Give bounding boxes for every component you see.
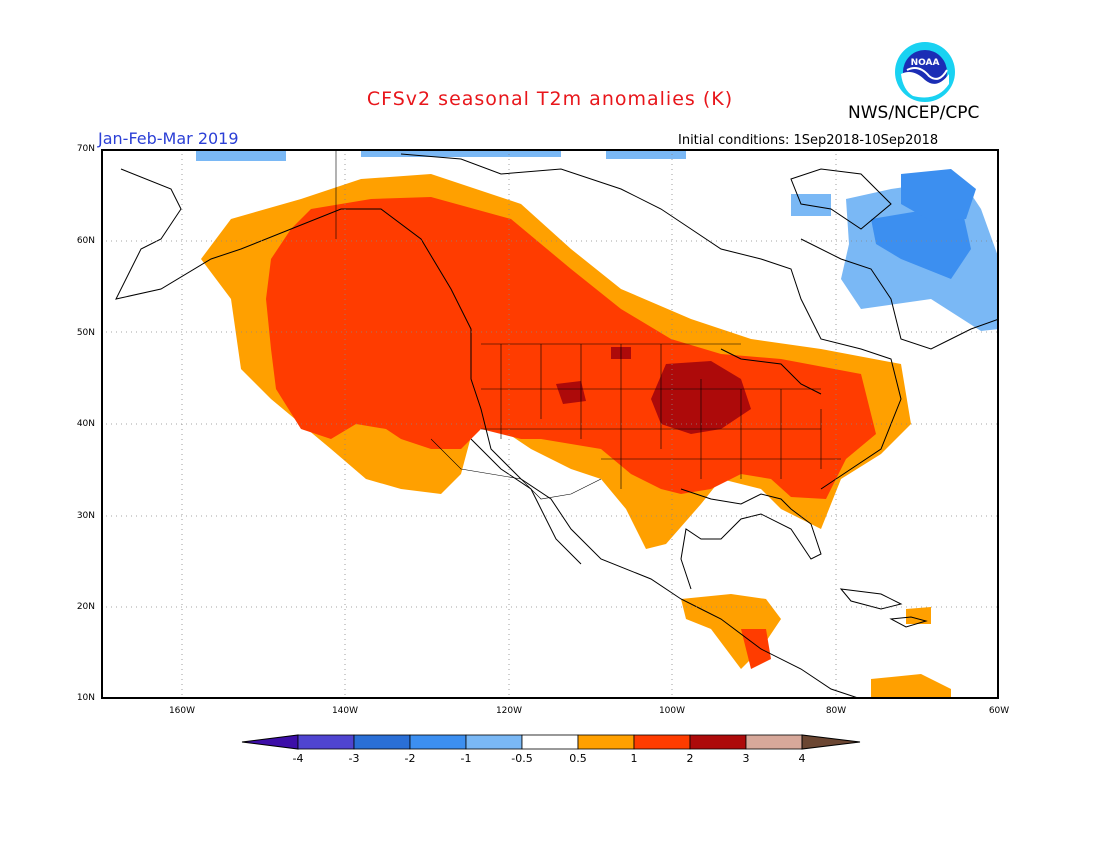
colorbar-label: 2 bbox=[686, 752, 694, 765]
lat-label: 40N bbox=[76, 419, 95, 429]
cold-anomaly-north bbox=[901, 169, 976, 221]
map-frame bbox=[101, 149, 999, 699]
state-borders bbox=[335, 149, 841, 500]
map-title: CFSv2 seasonal T2m anomalies (K) bbox=[366, 88, 734, 110]
lon-label: 120W bbox=[495, 706, 523, 716]
lat-label: 70N bbox=[76, 144, 95, 154]
colorbar-segment bbox=[633, 734, 691, 750]
cold-anomaly-strip bbox=[361, 149, 561, 157]
lat-label: 30N bbox=[76, 511, 95, 521]
lon-label: 80W bbox=[825, 706, 847, 716]
colorbar-segment bbox=[353, 734, 411, 750]
colorbar-segment bbox=[801, 734, 861, 750]
strong-warm-anomaly bbox=[556, 381, 586, 404]
colorbar-label: -4 bbox=[292, 752, 304, 765]
colorbar-segment bbox=[745, 734, 803, 750]
cold-anomaly-core bbox=[871, 204, 971, 279]
lon-label: 160W bbox=[168, 706, 196, 716]
colorbar-label: 4 bbox=[798, 752, 806, 765]
coastlines bbox=[115, 153, 999, 699]
lat-label: 10N bbox=[76, 693, 95, 703]
cold-anomaly-patch bbox=[791, 194, 831, 216]
cold-anomaly-strip bbox=[196, 149, 286, 161]
warm-anomaly-patch bbox=[871, 674, 951, 699]
colorbar-label: -1 bbox=[460, 752, 472, 765]
lon-label: 100W bbox=[658, 706, 686, 716]
graticule bbox=[101, 149, 999, 699]
lat-label: 20N bbox=[76, 602, 95, 612]
colorbar-label: -3 bbox=[348, 752, 360, 765]
colorbar bbox=[241, 734, 861, 750]
forecast-period: Jan-Feb-Mar 2019 bbox=[98, 129, 239, 148]
colorbar-label: -0.5 bbox=[511, 752, 533, 765]
colorbar-segment bbox=[241, 734, 299, 750]
warm-anomaly-patch bbox=[741, 629, 771, 669]
initial-conditions: Initial conditions: 1Sep2018-10Sep2018 bbox=[678, 133, 939, 148]
lon-label: 140W bbox=[331, 706, 359, 716]
colorbar-label: -2 bbox=[404, 752, 416, 765]
colorbar-segment bbox=[521, 734, 579, 750]
noaa-logo: NOAA bbox=[895, 42, 955, 102]
warm-anomaly-patch bbox=[906, 607, 931, 624]
lat-label: 50N bbox=[76, 328, 95, 338]
colorbar-segment bbox=[465, 734, 523, 750]
lat-label: 60N bbox=[76, 236, 95, 246]
lon-label: 60W bbox=[988, 706, 1010, 716]
noaa-logo-text: NOAA bbox=[911, 58, 940, 68]
cold-anomaly-strip bbox=[606, 149, 686, 159]
colorbar-segment bbox=[297, 734, 355, 750]
anomaly-field bbox=[196, 149, 999, 699]
anomaly-map bbox=[101, 149, 999, 699]
colorbar-label: 3 bbox=[742, 752, 750, 765]
colorbar-segment bbox=[409, 734, 467, 750]
agency-label: NWS/NCEP/CPC bbox=[848, 103, 980, 123]
colorbar-label: 1 bbox=[630, 752, 638, 765]
colorbar-segment bbox=[577, 734, 635, 750]
colorbar-segment bbox=[689, 734, 747, 750]
colorbar-label: 0.5 bbox=[569, 752, 587, 765]
